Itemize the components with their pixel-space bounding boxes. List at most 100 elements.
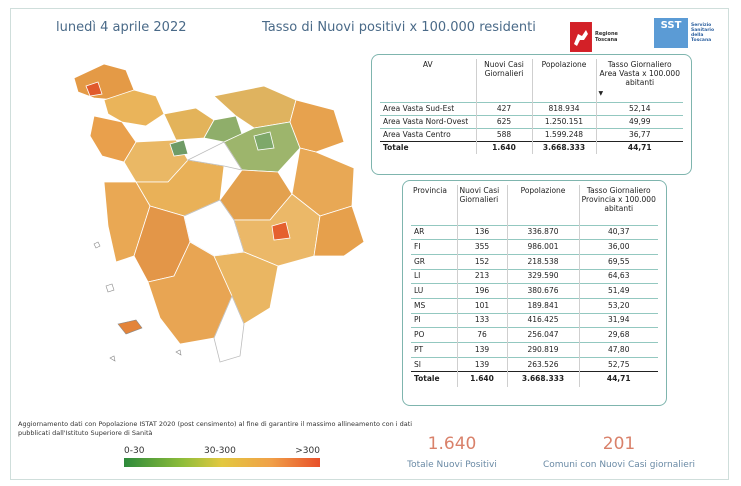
map-area-empty-3 <box>213 294 245 363</box>
map-area-hotspot-1 <box>85 81 103 97</box>
cell-cases: 427 <box>476 101 533 115</box>
cell-cases: 76 <box>457 327 508 343</box>
island-small-2 <box>175 349 182 356</box>
sst-text-line: della <box>691 33 704 38</box>
table-row: AR 136 336.870 40,37 <box>411 224 658 240</box>
regione-toscana-logo: Regione Toscana <box>570 18 642 56</box>
area-vasta-table-panel: AV Nuovi Casi Giornalieri Popolazione Ta… <box>371 54 692 175</box>
cell-population: 380.676 <box>507 283 580 299</box>
island-gorgona <box>93 241 101 249</box>
kpi-total-positives: 1.640 Totale Nuovi Positivi <box>400 434 504 470</box>
cell-rate: 40,37 <box>579 224 658 240</box>
tuscany-map <box>73 63 365 363</box>
table-total-row: Totale 1.640 3.668.333 44,71 <box>411 371 658 387</box>
provincia-table-panel: Provincia Nuovi Casi Giornalieri Popolaz… <box>402 180 667 406</box>
cell-rate: 53,20 <box>579 297 658 314</box>
sst-logo: SST Servizio Sanitario della Toscana <box>654 16 716 50</box>
cell-rate: 47,80 <box>579 342 658 358</box>
legend-mid-label: 30-300 <box>204 446 236 456</box>
island-elba <box>117 319 143 335</box>
cell-province: SI <box>411 356 458 372</box>
sst-text-line: Servizio <box>691 23 712 28</box>
pegasus-icon <box>570 22 592 52</box>
cell-cases: 139 <box>457 356 508 372</box>
cell-rate: 36,77 <box>596 127 683 141</box>
table-row: GR 152 218.538 69,55 <box>411 253 658 270</box>
cell-province: PO <box>411 327 458 343</box>
map-area-ar-south <box>313 205 365 257</box>
kpi-value: 1.640 <box>427 434 477 454</box>
sst-text: Servizio Sanitario della Toscana <box>691 23 714 43</box>
column-header[interactable]: Popolazione <box>507 185 580 225</box>
color-legend: 0-30 30-300 >300 <box>124 446 320 467</box>
column-header-label: Tasso Giornaliero Area Vasta x 100.000 a… <box>599 60 680 87</box>
cell-total-label: Totale <box>411 371 458 387</box>
cell-area: Area Vasta Centro <box>380 127 477 141</box>
sst-badge: SST <box>654 18 688 48</box>
cell-population: 189.841 <box>507 297 580 314</box>
cell-population: 256.047 <box>507 327 580 343</box>
cell-population: 1.250.151 <box>532 114 597 128</box>
column-header[interactable]: Tasso Giornaliero Provincia x 100.000 ab… <box>581 186 656 213</box>
cell-population: 263.526 <box>507 356 580 372</box>
cell-province: GR <box>411 253 458 270</box>
cell-cases: 139 <box>457 342 508 358</box>
cell-total-cases: 1.640 <box>457 371 508 387</box>
kpi-value: 201 <box>602 434 636 454</box>
table-row: MS 101 189.841 53,20 <box>411 297 658 314</box>
cell-total-rate: 44,71 <box>579 371 658 387</box>
kpi-label: Comuni con Nuovi Casi giornalieri <box>542 460 696 470</box>
cell-province: AR <box>411 224 458 240</box>
island-small-1 <box>109 355 116 362</box>
cell-province: PT <box>411 342 458 358</box>
cell-province: LI <box>411 268 458 284</box>
cell-rate: 52,75 <box>579 356 658 372</box>
cell-population: 290.819 <box>507 342 580 358</box>
column-header[interactable]: Nuovi Casi Giornalieri <box>476 59 533 102</box>
table-row: Area Vasta Nord-Ovest 625 1.250.151 49,9… <box>380 114 683 128</box>
cell-province: LU <box>411 283 458 299</box>
sort-descending-icon: ▼ <box>598 90 604 97</box>
cell-cases: 101 <box>457 297 508 314</box>
cell-population: 818.934 <box>532 101 597 115</box>
sst-text-line: Sanitario <box>691 28 715 33</box>
report-date: lunedì 4 aprile 2022 <box>56 20 187 35</box>
table-row: FI 355 986.001 36,00 <box>411 239 658 255</box>
table-row: LI 213 329.590 64,63 <box>411 268 658 284</box>
table-row: SI 139 263.526 52,75 <box>411 356 658 372</box>
table-total-row: Totale 1.640 3.668.333 44,71 <box>380 140 683 154</box>
table-row: PO 76 256.047 29,68 <box>411 327 658 343</box>
cell-population: 218.538 <box>507 253 580 270</box>
cell-rate: 69,55 <box>579 253 658 270</box>
islands <box>93 241 182 362</box>
cell-total-cases: 1.640 <box>476 140 533 154</box>
cell-total-population: 3.668.333 <box>507 371 580 387</box>
column-header[interactable]: Nuovi Casi Giornalieri <box>457 185 508 225</box>
cell-population: 329.590 <box>507 268 580 284</box>
cell-population: 416.425 <box>507 312 580 328</box>
cell-rate: 36,00 <box>579 239 658 255</box>
cell-rate: 52,14 <box>596 101 683 115</box>
column-header[interactable]: Provincia <box>411 185 458 225</box>
cell-rate: 29,68 <box>579 327 658 343</box>
cell-rate: 51,49 <box>579 283 658 299</box>
page-title: Tasso di Nuovi positivi x 100.000 reside… <box>262 20 536 35</box>
cell-province: PI <box>411 312 458 328</box>
table-row: PI 133 416.425 31,94 <box>411 312 658 328</box>
cell-cases: 213 <box>457 268 508 284</box>
map-area-lu-north <box>103 89 165 127</box>
table-row: PT 139 290.819 47,80 <box>411 342 658 358</box>
area-vasta-table: AV Nuovi Casi Giornalieri Popolazione Ta… <box>380 59 683 154</box>
sst-text-line: Toscana <box>691 38 712 43</box>
column-header-sorted[interactable]: Tasso Giornaliero Area Vasta x 100.000 a… <box>596 59 683 102</box>
column-header[interactable]: Popolazione <box>532 59 597 102</box>
island-capraia <box>105 283 115 293</box>
table-header-row: AV Nuovi Casi Giornalieri Popolazione Ta… <box>380 59 683 102</box>
cell-rate: 64,63 <box>579 268 658 284</box>
data-update-note: Aggiornamento dati con Popolazione ISTAT… <box>18 420 413 437</box>
column-header[interactable]: AV <box>380 59 477 102</box>
map-area-green-1 <box>169 139 189 157</box>
cell-province: MS <box>411 297 458 314</box>
cell-cases: 136 <box>457 224 508 240</box>
cell-population: 1.599.248 <box>532 127 597 141</box>
